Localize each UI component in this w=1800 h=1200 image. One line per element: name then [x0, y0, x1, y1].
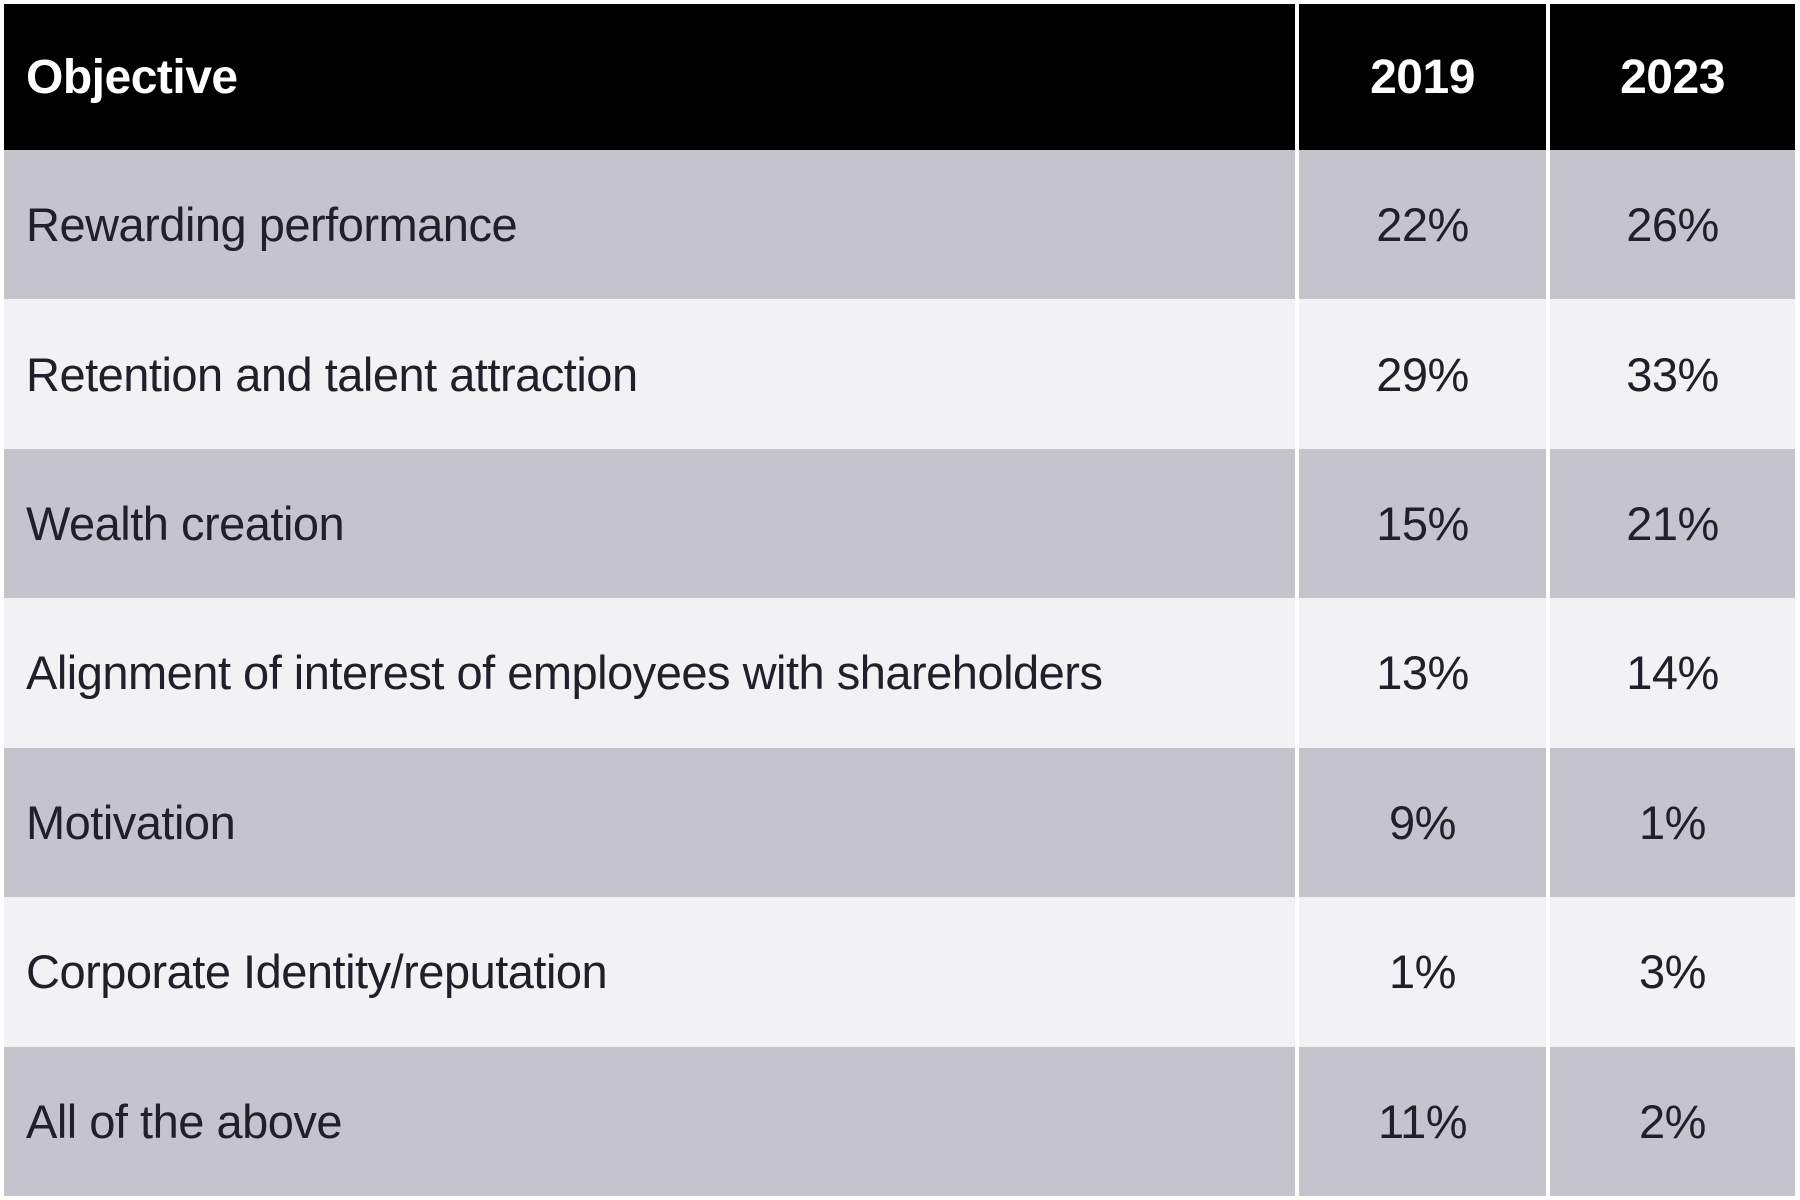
value-2019-cell: 15%: [1299, 448, 1546, 599]
objective-cell: Wealth creation: [4, 448, 1295, 599]
value-2019-cell: 13%: [1299, 598, 1546, 748]
value-2023-cell: 2%: [1550, 1046, 1795, 1196]
value-2023-cell: 26%: [1550, 150, 1795, 300]
value-2023-cell: 33%: [1550, 299, 1795, 449]
value-2019-cell: 22%: [1299, 150, 1546, 300]
value-2023-cell: 14%: [1550, 598, 1795, 748]
value-2019-cell: 29%: [1299, 299, 1546, 449]
value-2019-cell: 11%: [1299, 1046, 1546, 1196]
objective-cell: Corporate Identity/reputation: [4, 897, 1295, 1047]
objective-cell: Alignment of interest of employees with …: [4, 598, 1295, 748]
value-2019-cell: 9%: [1299, 747, 1546, 898]
value-2023-cell: 1%: [1550, 747, 1795, 898]
objectives-comparison-table: Objective 2019 2023 Rewarding performanc…: [4, 4, 1795, 1196]
value-2023-cell: 21%: [1550, 448, 1795, 599]
value-2023-cell: 3%: [1550, 897, 1795, 1047]
value-2019-cell: 1%: [1299, 897, 1546, 1047]
column-header-objective: Objective: [4, 4, 1295, 150]
objective-cell: All of the above: [4, 1046, 1295, 1196]
objective-cell: Rewarding performance: [4, 150, 1295, 300]
objective-cell: Retention and talent attraction: [4, 299, 1295, 449]
column-header-2019: 2019: [1299, 4, 1546, 150]
column-header-2023: 2023: [1550, 4, 1795, 150]
objective-cell: Motivation: [4, 747, 1295, 898]
